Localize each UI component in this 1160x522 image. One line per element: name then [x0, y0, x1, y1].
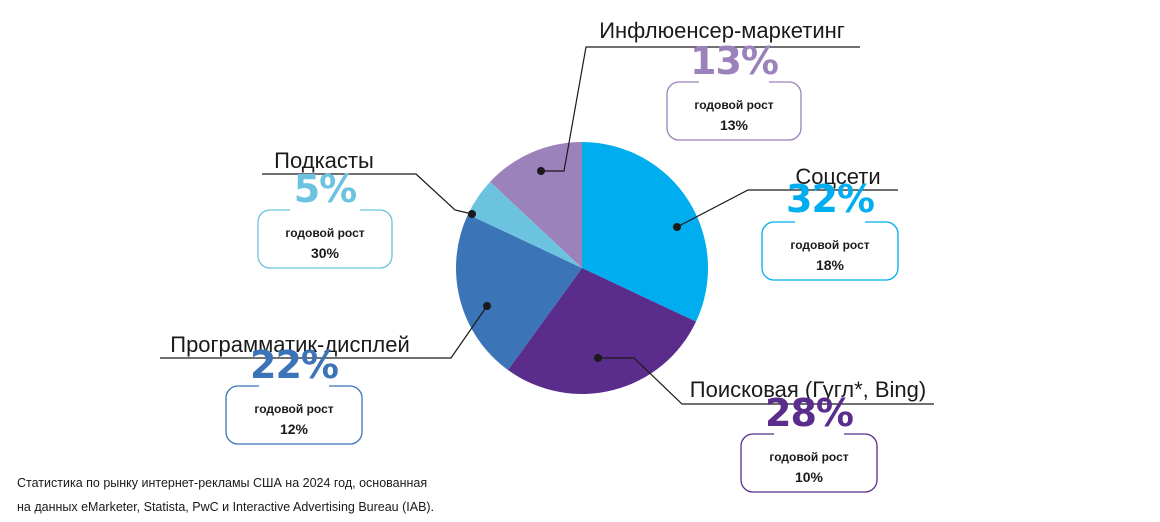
leader-line-socials — [676, 189, 898, 228]
growth-value-search: 10% — [795, 469, 824, 485]
share-value-socials: 32% — [786, 177, 874, 221]
pie-slice-influencer — [490, 142, 582, 268]
pct-backdrop-socials — [795, 216, 865, 228]
category-label-programmatic: Программатик-дисплей — [170, 332, 410, 357]
growth-value-programmatic: 12% — [280, 421, 309, 437]
share-value-influencer: 13% — [690, 39, 778, 83]
share-value-podcasts: 5% — [294, 167, 357, 211]
leader-line-search — [598, 357, 934, 405]
category-label-influencer: Инфлюенсер-маркетинг — [599, 18, 845, 43]
pct-backdrop-programmatic — [259, 380, 329, 392]
footnote-line-1: Статистика по рынку интернет-рекламы США… — [17, 476, 428, 490]
pct-backdrop-influencer — [699, 76, 769, 88]
share-value-search: 28% — [765, 391, 853, 435]
pie-slice-search — [507, 268, 697, 395]
growth-caption-podcasts: годовой рост — [285, 226, 364, 240]
growth-caption-search: годовой рост — [769, 450, 848, 464]
growth-caption-influencer: годовой рост — [694, 98, 773, 112]
footnote-line-2: на данных eMarketer, Statista, PwC и Int… — [17, 500, 435, 514]
growth-value-socials: 18% — [816, 257, 845, 273]
pie-slices — [455, 142, 709, 395]
leader-lines — [160, 46, 934, 405]
pct-backdrop-search — [774, 428, 844, 440]
footnote: Статистика по рынку интернет-рекламы США… — [17, 471, 537, 519]
pie-slice-programmatic — [455, 214, 582, 370]
leader-line-influencer — [541, 46, 860, 172]
growth-caption-socials: годовой рост — [790, 238, 869, 252]
leader-dot-podcasts — [468, 210, 476, 218]
growth-caption-programmatic: годовой рост — [254, 402, 333, 416]
leader-line-programmatic — [160, 305, 488, 359]
leader-line-podcasts — [262, 173, 473, 215]
growth-value-influencer: 13% — [720, 117, 749, 133]
growth-value-podcasts: 30% — [311, 245, 340, 261]
pie-slice-podcasts — [467, 181, 582, 268]
leader-dot-influencer — [537, 167, 545, 175]
pie-slice-socials — [582, 142, 709, 322]
leader-dot-programmatic — [483, 302, 491, 310]
category-label-socials: Соцсети — [795, 164, 880, 189]
leader-dot-socials — [673, 223, 681, 231]
category-label-podcasts: Подкасты — [274, 148, 374, 173]
category-label-search: Поисковая (Гугл*, Bing) — [690, 377, 926, 402]
share-value-programmatic: 22% — [250, 343, 338, 387]
leader-dot-search — [594, 354, 602, 362]
pct-backdrop-podcasts — [290, 204, 360, 216]
